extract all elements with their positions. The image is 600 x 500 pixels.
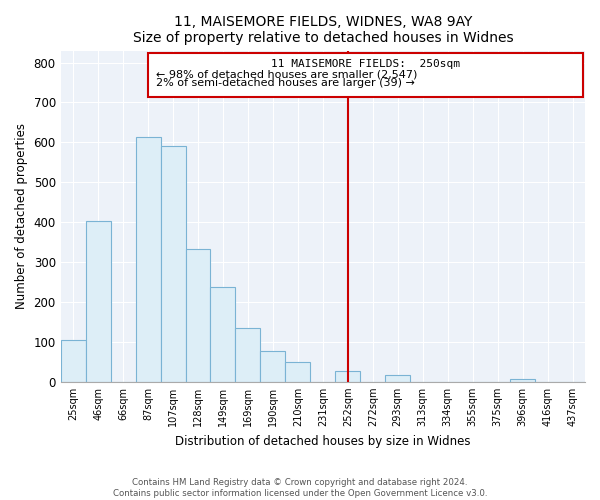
Bar: [260, 352, 286, 382]
Bar: [385, 374, 410, 382]
Bar: [510, 378, 535, 382]
Text: Contains HM Land Registry data © Crown copyright and database right 2024.
Contai: Contains HM Land Registry data © Crown c…: [113, 478, 487, 498]
X-axis label: Distribution of detached houses by size in Widnes: Distribution of detached houses by size …: [175, 434, 470, 448]
Bar: [161, 146, 185, 382]
Bar: [61, 340, 86, 382]
Bar: [86, 221, 110, 382]
Bar: [286, 362, 310, 382]
Bar: [235, 328, 260, 382]
Title: 11, MAISEMORE FIELDS, WIDNES, WA8 9AY
Size of property relative to detached hous: 11, MAISEMORE FIELDS, WIDNES, WA8 9AY Si…: [133, 15, 513, 45]
Text: 2% of semi-detached houses are larger (39) →: 2% of semi-detached houses are larger (3…: [155, 78, 415, 88]
Text: ← 98% of detached houses are smaller (2,547): ← 98% of detached houses are smaller (2,…: [155, 70, 417, 80]
FancyBboxPatch shape: [148, 52, 583, 97]
Bar: [335, 371, 360, 382]
Bar: [136, 136, 161, 382]
Text: 11 MAISEMORE FIELDS:  250sqm: 11 MAISEMORE FIELDS: 250sqm: [271, 58, 460, 68]
Bar: [211, 287, 235, 382]
Y-axis label: Number of detached properties: Number of detached properties: [15, 123, 28, 309]
Bar: [185, 249, 211, 382]
